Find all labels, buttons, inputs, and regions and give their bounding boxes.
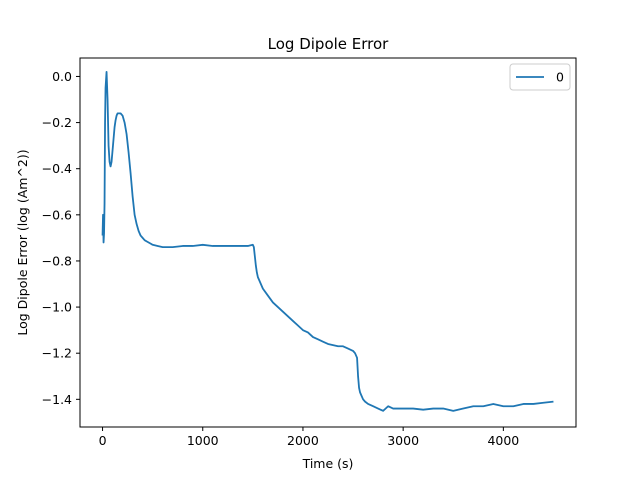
plot-frame [79, 57, 577, 428]
y-tick-label: −0.4 [42, 161, 72, 176]
x-tick-label: 4000 [487, 433, 519, 448]
y-tick-label: 0.0 [52, 69, 72, 84]
y-tick-label: −1.2 [42, 346, 72, 361]
x-tick-label: 2000 [287, 433, 319, 448]
y-tick-label: −0.6 [42, 207, 72, 222]
legend: 0 [509, 63, 571, 91]
plot-area [80, 58, 576, 427]
x-axis-label: Time (s) [302, 456, 354, 471]
chart-title: Log Dipole Error [268, 35, 390, 53]
x-tick-label: 3000 [387, 433, 419, 448]
x-axis: 0 1000 2000 3000 4000 [99, 427, 519, 448]
y-tick-label: −0.2 [42, 115, 72, 130]
x-tick-label: 1000 [187, 433, 219, 448]
y-axis-label: Log Dipole Error (log (Am^2)) [15, 149, 30, 335]
y-tick-label: −0.8 [42, 253, 72, 268]
y-axis: 0.0 −0.2 −0.4 −0.6 −0.8 −1.0 −1.2 −1.4 [42, 69, 80, 407]
x-tick-label: 0 [99, 433, 107, 448]
series-line-0 [101, 70, 554, 412]
y-tick-label: −1.4 [42, 392, 72, 407]
legend-entry-label: 0 [556, 70, 564, 85]
series-layer [101, 70, 554, 412]
y-tick-label: −1.0 [42, 300, 72, 315]
